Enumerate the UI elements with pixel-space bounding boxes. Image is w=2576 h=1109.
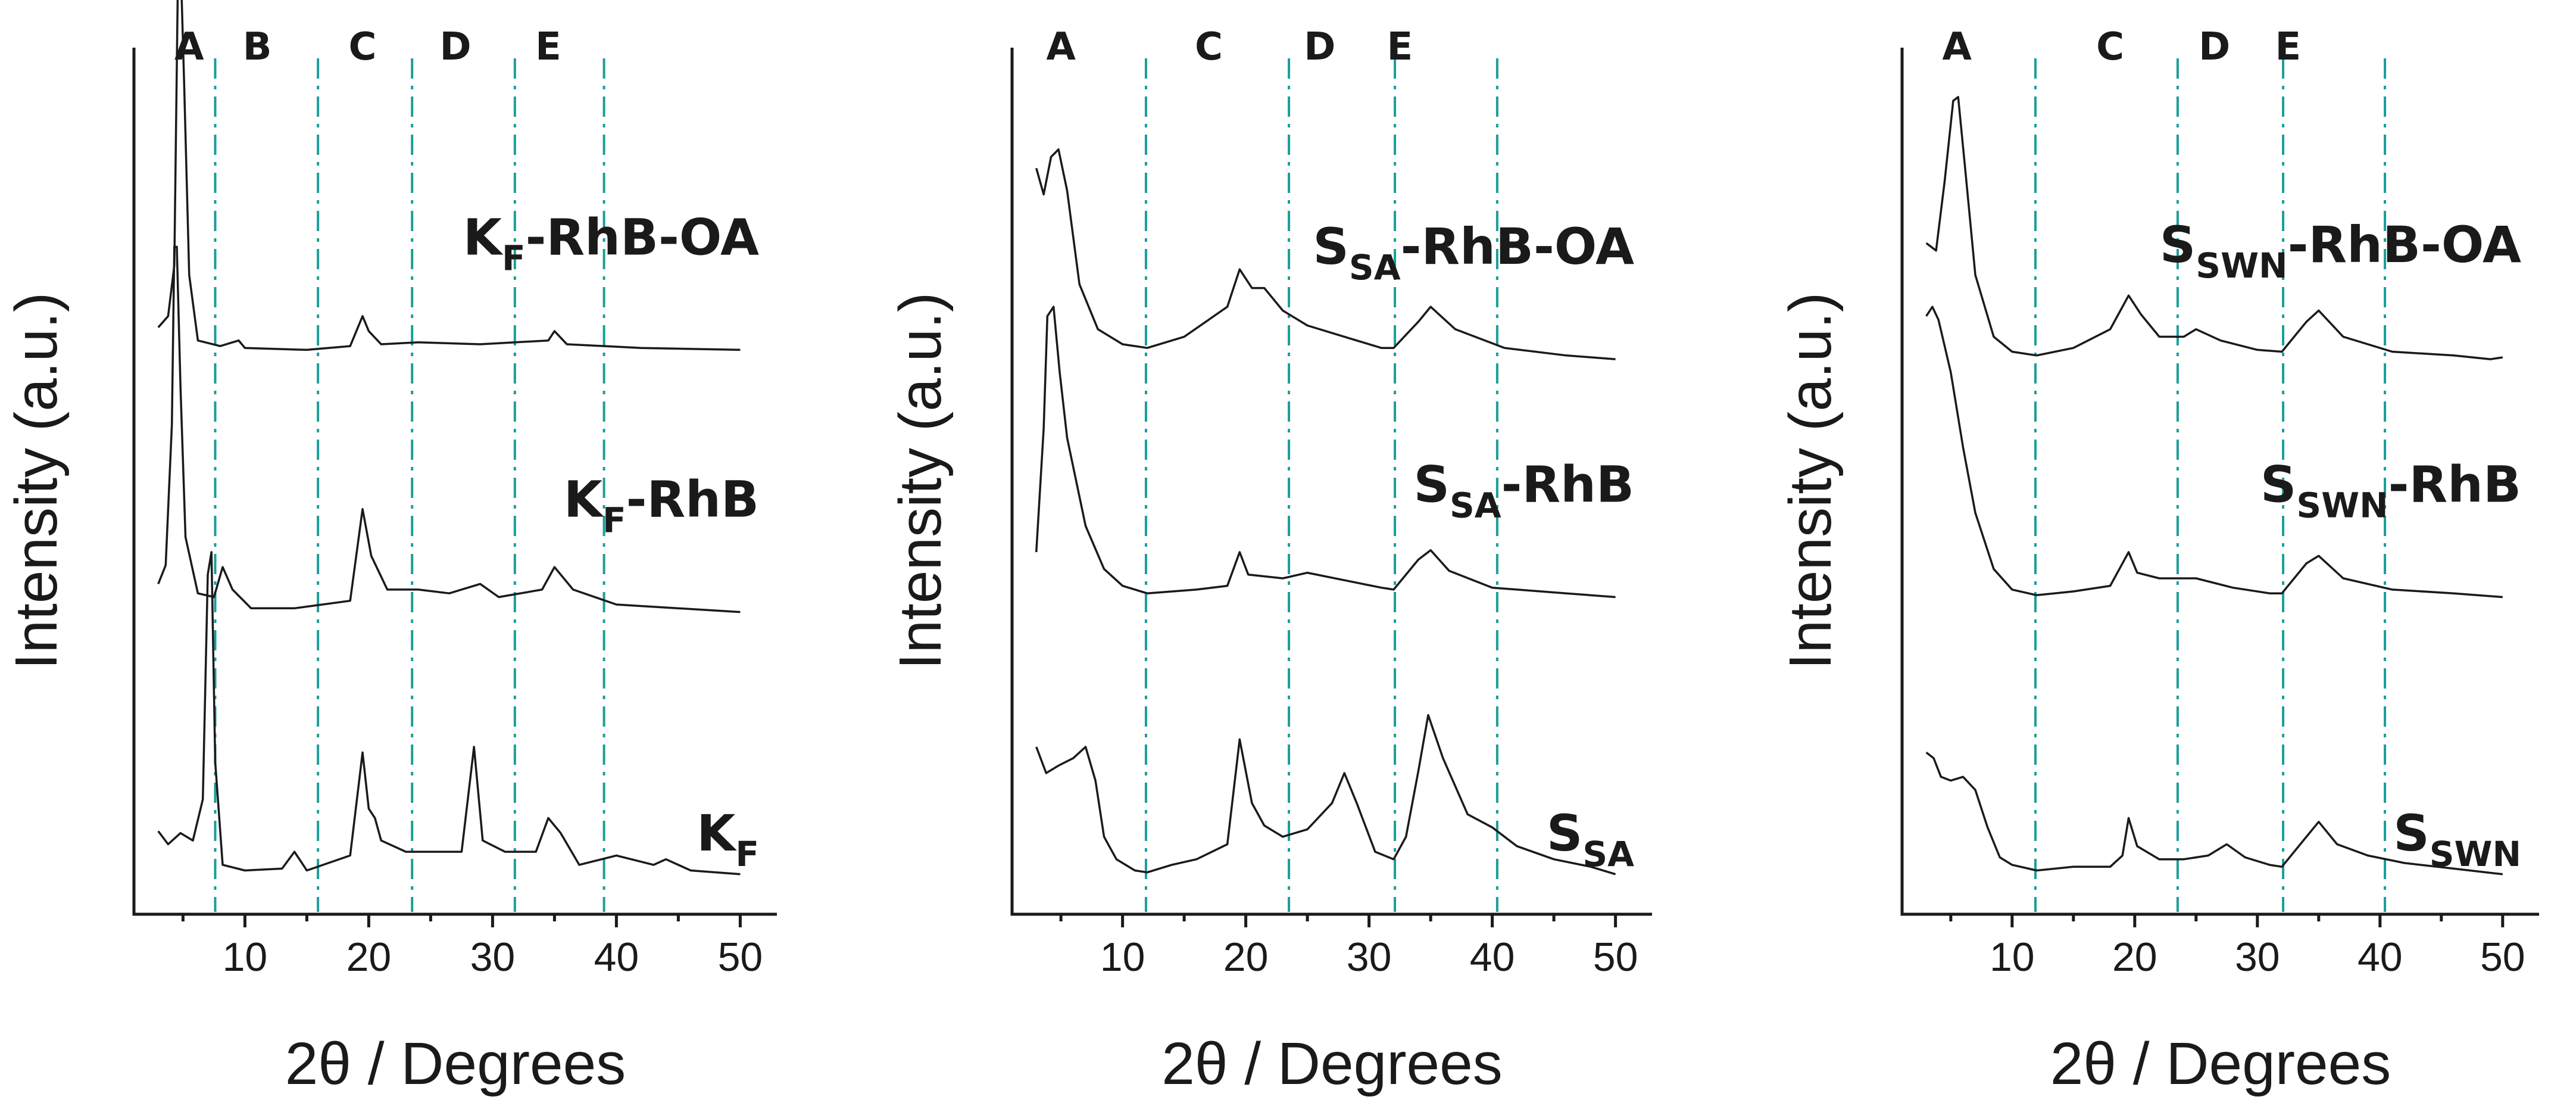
region-marker-e: E (2275, 25, 2301, 69)
trace-sswn-rhb-oa (1925, 96, 2503, 360)
region-marker-c: C (349, 25, 377, 69)
region-marker-e: E (1387, 25, 1413, 69)
x-tick-label: 20 (346, 934, 392, 980)
x-tick-label: 30 (2235, 934, 2280, 980)
sample-label-kf-rhb-oa: KF-RhB-OA (463, 208, 759, 278)
x-tick-label: 10 (1100, 934, 1145, 980)
axes-frame (1900, 48, 2539, 916)
region-marker-a: A (1046, 25, 1076, 69)
x-axis-title: 2θ / Degrees (2050, 1030, 2391, 1097)
x-tick-label: 10 (223, 934, 268, 980)
axes-frame (1010, 48, 1652, 916)
trace-kf-rhb-oa (157, 0, 741, 351)
region-marker-c: C (2096, 25, 2124, 69)
sample-label-sswn: SSWN (2393, 804, 2521, 874)
trace-sswn (1925, 752, 2503, 876)
x-axis-title: 2θ / Degrees (1161, 1030, 1503, 1097)
x-tick-label: 30 (1347, 934, 1392, 980)
x-tick-label: 10 (1990, 934, 2035, 980)
x-tick-label: 40 (594, 934, 639, 980)
trace-kf-rhb (157, 245, 741, 613)
sample-label-sswn-rhb-oa: SSWN-RhB-OA (2160, 216, 2521, 286)
y-axis-title: Intensity (a.u.) (3, 292, 70, 670)
x-tick-label: 20 (1223, 934, 1269, 980)
trace-ssa-rhb (1035, 306, 1616, 599)
region-marker-a: A (1942, 25, 1972, 69)
sample-label-kf: KF (697, 804, 759, 874)
y-axis-title: Intensity (a.u.) (887, 292, 954, 670)
sample-label-ssa-rhb-oa: SSA-RhB-OA (1313, 217, 1634, 288)
trace-ssa (1035, 714, 1616, 876)
region-marker-e: E (535, 25, 561, 69)
panel-ssa: 10 20 30 40 50 2θ / Degrees Intensity (a.u.) A C… (887, 25, 1652, 1097)
region-marker-a: A (174, 25, 204, 69)
trace-sswn-rhb (1925, 306, 2503, 599)
region-marker-d: D (1304, 25, 1335, 69)
x-tick-label: 40 (2358, 934, 2403, 980)
axes-frame (132, 48, 777, 916)
region-marker-b: B (243, 25, 272, 69)
y-axis-title: Intensity (a.u.) (1777, 292, 1844, 670)
trace-kf (157, 551, 741, 876)
panel-sswn: 10 20 30 40 50 2θ / Degrees Intensity (a.u.) A C… (1777, 25, 2539, 1097)
trace-ssa-rhb-oa (1035, 148, 1616, 360)
region-marker-d: D (2199, 25, 2230, 69)
x-tick-label: 20 (2112, 934, 2157, 980)
x-tick-label: 50 (1593, 934, 1638, 980)
region-marker-c: C (1195, 25, 1223, 69)
x-tick-label: 40 (1470, 934, 1515, 980)
panel-kf: 10 20 30 40 50 2θ / Degrees Intensity (a.u.) A B… (3, 0, 777, 1097)
sample-label-ssa-rhb: SSA-RhB (1413, 455, 1634, 525)
sample-label-kf-rhb: KF-RhB (564, 471, 759, 541)
sample-label-sswn-rhb: SSWN-RhB (2260, 455, 2521, 525)
region-marker-d: D (439, 25, 471, 69)
x-axis-title: 2θ / Degrees (285, 1030, 626, 1097)
x-tick-label: 50 (718, 934, 763, 980)
x-tick-label: 30 (470, 934, 516, 980)
sample-label-ssa: SSA (1547, 804, 1634, 874)
x-tick-label: 50 (2480, 934, 2525, 980)
